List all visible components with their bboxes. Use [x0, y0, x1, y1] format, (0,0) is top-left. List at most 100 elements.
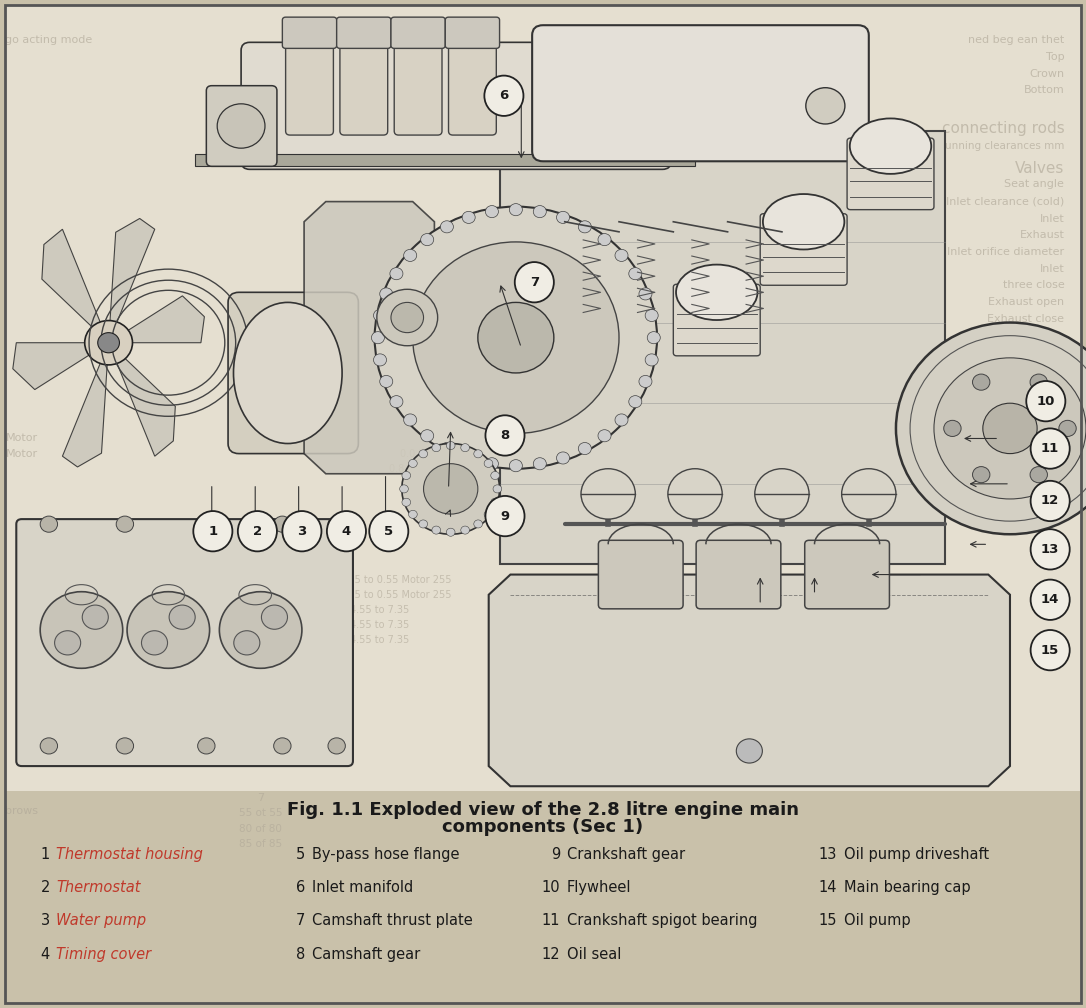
Text: 12: 12: [542, 947, 560, 962]
Text: 2: 2: [253, 525, 262, 537]
Ellipse shape: [369, 511, 408, 551]
Circle shape: [578, 221, 591, 233]
Circle shape: [645, 354, 658, 366]
Circle shape: [420, 429, 433, 442]
Text: 0.0 to 4.0 ot 0.0: 0.0 to 4.0 ot 0.0: [317, 35, 400, 45]
Text: By-pass hose flange: By-pass hose flange: [312, 847, 459, 862]
Circle shape: [509, 204, 522, 216]
Text: Motor: Motor: [5, 449, 38, 459]
Circle shape: [54, 631, 80, 655]
Text: 50 to 55: 50 to 55: [608, 615, 652, 625]
Text: three close: three close: [1002, 280, 1064, 290]
Text: 5: 5: [384, 525, 393, 537]
FancyBboxPatch shape: [228, 292, 358, 454]
Circle shape: [40, 592, 123, 668]
Circle shape: [40, 738, 58, 754]
Circle shape: [460, 526, 469, 534]
Text: Valve size: Valve size: [1009, 331, 1064, 341]
Circle shape: [217, 104, 265, 148]
Text: Inlet manifold: Inlet manifold: [312, 880, 413, 895]
Text: 55 to 50: 55 to 50: [608, 635, 652, 645]
Text: 7: 7: [295, 913, 305, 928]
Circle shape: [1030, 467, 1048, 483]
Circle shape: [484, 460, 493, 468]
Circle shape: [755, 469, 809, 519]
FancyBboxPatch shape: [598, 540, 683, 609]
Text: 43 to 55: 43 to 55: [836, 534, 880, 544]
Circle shape: [578, 443, 591, 455]
Circle shape: [374, 354, 387, 366]
Text: Inlet open: Inlet open: [1008, 403, 1064, 413]
Polygon shape: [109, 219, 155, 343]
Circle shape: [509, 460, 522, 472]
Ellipse shape: [849, 118, 932, 173]
Circle shape: [420, 234, 433, 246]
Text: 0.0 to 0.0 ot 0.0: 0.0 to 0.0 ot 0.0: [317, 66, 400, 76]
Text: Crankshaft spigot bearing: Crankshaft spigot bearing: [567, 913, 757, 928]
Circle shape: [402, 498, 411, 506]
Circle shape: [460, 444, 469, 452]
FancyBboxPatch shape: [241, 42, 671, 169]
Circle shape: [377, 289, 438, 346]
Circle shape: [40, 516, 58, 532]
Text: Inlet: Inlet: [1039, 348, 1064, 358]
Text: Valves: Valves: [1015, 161, 1064, 176]
Text: Oil pump driveshaft: Oil pump driveshaft: [844, 847, 989, 862]
Circle shape: [371, 332, 384, 344]
FancyBboxPatch shape: [760, 214, 847, 285]
Text: 8: 8: [295, 947, 305, 962]
Text: go acting mode: go acting mode: [5, 35, 92, 45]
Text: 11: 11: [542, 913, 560, 928]
Polygon shape: [109, 343, 175, 457]
FancyBboxPatch shape: [206, 86, 277, 166]
Text: Oil pump: Oil pump: [844, 913, 910, 928]
Text: Moção (Ford): Moção (Ford): [822, 449, 894, 459]
Text: Water pump: Water pump: [56, 913, 147, 928]
Circle shape: [127, 592, 210, 668]
Text: 43 to 41: 43 to 41: [608, 675, 652, 685]
Text: 17 55 12: 17 55 12: [607, 554, 653, 564]
Circle shape: [441, 221, 454, 233]
Circle shape: [491, 472, 500, 480]
Polygon shape: [42, 229, 109, 343]
Text: Motor: Motor: [5, 433, 38, 444]
Circle shape: [408, 510, 417, 518]
Text: Exhaust open: Exhaust open: [988, 297, 1064, 307]
Ellipse shape: [485, 496, 525, 536]
Circle shape: [463, 212, 476, 224]
FancyBboxPatch shape: [16, 519, 353, 766]
Circle shape: [141, 631, 167, 655]
Text: Fig. 1.1 Exploded view of the 2.8 litre engine main: Fig. 1.1 Exploded view of the 2.8 litre …: [287, 801, 799, 820]
Circle shape: [424, 464, 478, 514]
Text: Motor 0.35 to 0.55 Motor 255: Motor 0.35 to 0.55 Motor 255: [308, 590, 452, 600]
Ellipse shape: [1031, 529, 1070, 570]
FancyBboxPatch shape: [500, 131, 945, 564]
Circle shape: [391, 302, 424, 333]
Text: 15: 15: [819, 913, 837, 928]
Text: 14: 14: [1041, 594, 1059, 606]
Circle shape: [533, 458, 546, 470]
Circle shape: [598, 429, 611, 442]
Circle shape: [380, 288, 393, 300]
Text: Top: Top: [1046, 52, 1064, 62]
Circle shape: [806, 88, 845, 124]
Ellipse shape: [1026, 381, 1065, 421]
FancyBboxPatch shape: [847, 138, 934, 210]
Ellipse shape: [515, 262, 554, 302]
Text: 11: 11: [1041, 443, 1059, 455]
Circle shape: [647, 332, 660, 344]
Text: 0.0 to 0.0 ot 0.0: 0.0 to 0.0 ot 0.0: [317, 81, 400, 91]
Text: noitom: noitom: [1021, 437, 1064, 451]
Circle shape: [983, 403, 1037, 454]
Text: 9: 9: [501, 510, 509, 522]
Text: 10: 10: [542, 880, 560, 895]
Text: 7: 7: [530, 276, 539, 288]
Ellipse shape: [282, 511, 321, 551]
Text: Stroke 2.0: Stroke 2.0: [604, 514, 656, 524]
Text: 12: 12: [1041, 495, 1059, 507]
Circle shape: [478, 302, 554, 373]
Circle shape: [639, 375, 652, 387]
Circle shape: [328, 738, 345, 754]
Text: Camshaft timing: Camshaft timing: [972, 385, 1064, 395]
Polygon shape: [62, 343, 109, 467]
